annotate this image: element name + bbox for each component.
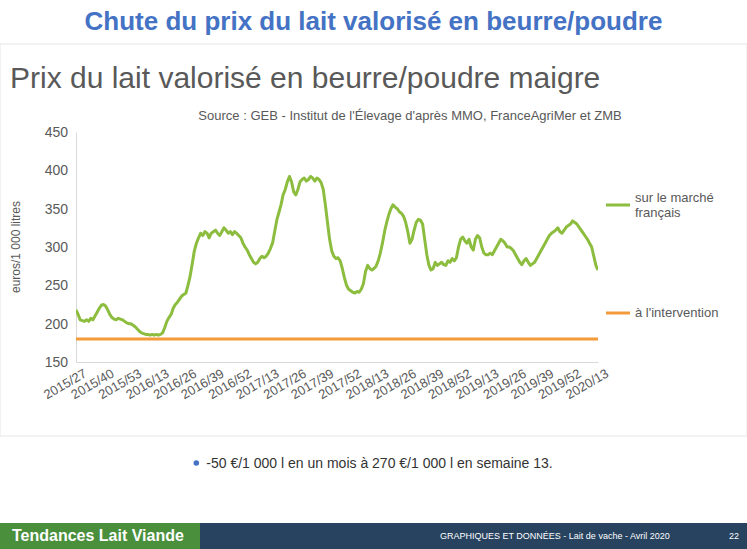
bullet-dot [194, 460, 200, 466]
y-tick: 200 [45, 316, 76, 332]
y-tick: 150 [45, 354, 76, 370]
footer-section: GRAPHIQUES ET DONNÉES - Lait de vache - … [440, 531, 670, 541]
y-axis-line [76, 133, 77, 363]
y-tick: 300 [45, 239, 76, 255]
footer-brand: Tendances Lait Viande [12, 527, 184, 544]
y-tick-label: 150 [45, 354, 69, 370]
bullets: -50 €/1 000 l en un mois à 270 €/1 000 l… [194, 455, 553, 471]
chart-subtitle: Source : GEB - Institut de l'Élevage d'a… [198, 108, 621, 123]
legend-label: sur le marchéfrançais [635, 190, 714, 220]
footer-brand-band [0, 523, 200, 549]
chart-title: Prix du lait valorisé en beurre/poudre m… [10, 61, 600, 94]
series-line [76, 176, 598, 335]
y-axis: 150 200 250 300 350 400 450 [45, 124, 77, 370]
footer-band [200, 523, 747, 549]
y-tick-label: 400 [45, 162, 69, 178]
legend-swatch [606, 312, 630, 315]
x-axis-line [77, 362, 599, 363]
y-tick-label: 450 [45, 124, 69, 140]
page-number: 22 [729, 531, 739, 541]
y-axis-title: euros/1 000 litres [9, 201, 23, 293]
slide-title: Chute du prix du lait valorisé en beurre… [85, 6, 663, 36]
plot-lines [76, 176, 598, 339]
slide: Chute du prix du lait valorisé en beurre… [0, 0, 747, 549]
y-tick: 400 [45, 162, 76, 178]
x-tick-label: 2020/13 [563, 366, 611, 402]
bullet-text: -50 €/1 000 l en un mois à 270 €/1 000 l… [206, 455, 552, 471]
x-tick: 2020/13 [563, 362, 611, 402]
x-axis: 2015/272015/402015/532016/132016/262016/… [41, 362, 611, 402]
y-tick-label: 250 [45, 277, 69, 293]
chart-panel [0, 44, 747, 436]
y-tick: 350 [45, 201, 76, 217]
y-tick-label: 350 [45, 201, 69, 217]
y-tick-label: 200 [45, 316, 69, 332]
y-tick: 450 [45, 124, 76, 140]
footer: Tendances Lait Viande GRAPHIQUES ET DONNÉ… [0, 523, 747, 549]
series-line [76, 338, 598, 341]
y-tick-label: 300 [45, 239, 69, 255]
legend-label: à l'intervention [635, 305, 718, 320]
legend-swatch [606, 204, 630, 207]
y-tick: 250 [45, 277, 76, 293]
legend: sur le marchéfrançais à l'intervention [606, 190, 718, 321]
